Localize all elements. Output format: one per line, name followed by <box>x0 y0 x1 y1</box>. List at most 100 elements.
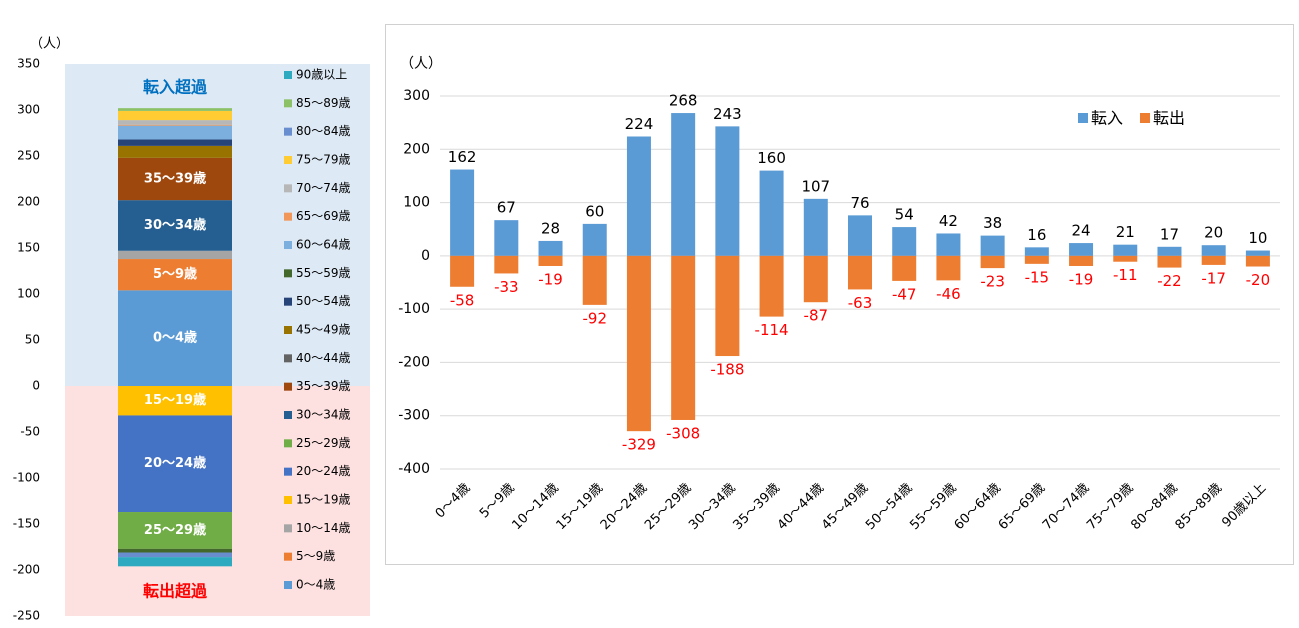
legend-label: 転出 <box>1153 109 1185 128</box>
legend-label: 35～39歳 <box>296 379 351 393</box>
legend-swatch <box>1140 113 1150 123</box>
value-label: 42 <box>939 212 958 230</box>
legend-swatch <box>284 467 292 476</box>
y-tick-label: 150 <box>17 241 40 255</box>
legend-swatch <box>284 411 292 419</box>
value-label: -47 <box>892 285 917 303</box>
value-label: -17 <box>1201 269 1226 287</box>
bar <box>715 126 740 256</box>
value-label: -15 <box>1025 268 1050 286</box>
legend-swatch <box>284 354 292 363</box>
value-label: -11 <box>1113 266 1138 284</box>
value-label: -20 <box>1246 271 1271 289</box>
legend-swatch <box>284 326 292 334</box>
y-tick-label: 50 <box>25 333 40 347</box>
value-label: -188 <box>710 361 744 379</box>
bar <box>582 255 607 305</box>
y-tick-label: 300 <box>17 103 40 117</box>
bar-segment <box>118 415 232 513</box>
value-label: 67 <box>497 199 516 217</box>
legend-swatch <box>284 212 292 221</box>
bar <box>759 255 784 317</box>
bar-segment <box>118 548 232 553</box>
legend-swatch <box>284 496 292 504</box>
value-label: 20 <box>1204 224 1223 242</box>
value-label: 10 <box>1248 229 1267 247</box>
legend-label: 5～9歳 <box>296 549 335 563</box>
bar <box>1069 243 1094 256</box>
bar <box>803 198 828 256</box>
bar-segment <box>118 110 232 121</box>
bar <box>626 255 651 432</box>
bar <box>892 227 917 256</box>
value-label: 21 <box>1116 223 1135 241</box>
y-tick-label: -300 <box>398 408 430 424</box>
value-label: 107 <box>801 177 830 195</box>
y-tick-label: -200 <box>398 354 430 370</box>
legend-swatch <box>284 127 292 136</box>
bar <box>1201 255 1226 265</box>
bar <box>848 255 872 290</box>
value-label: 24 <box>1072 222 1091 240</box>
legend-label: 65～69歳 <box>296 209 351 223</box>
legend-label: 70～74歳 <box>296 181 351 195</box>
bar <box>715 255 740 357</box>
y-axis-label: （人） <box>400 56 442 72</box>
bar-segment <box>118 145 232 158</box>
value-label: -58 <box>450 291 475 309</box>
bar-segment <box>118 125 232 140</box>
value-label: 243 <box>713 105 742 123</box>
bar-segment <box>118 552 232 558</box>
y-tick-label: 0 <box>32 379 40 393</box>
segment-label: 15～19歳 <box>144 392 206 408</box>
annotation: 転出超過 <box>143 582 208 601</box>
value-label: 76 <box>850 194 869 212</box>
value-label: -19 <box>538 270 563 288</box>
bar-segment <box>118 124 232 126</box>
bar <box>1245 255 1270 267</box>
y-tick-label: -100 <box>398 301 430 317</box>
value-label: 28 <box>541 219 560 237</box>
legend-label: 75～79歳 <box>296 153 351 167</box>
segment-label: 5～9歳 <box>153 266 197 282</box>
bar-segment <box>118 120 232 125</box>
legend-label: 10～14歳 <box>296 521 351 535</box>
value-label: 60 <box>585 202 604 220</box>
bar <box>450 169 475 256</box>
legend-swatch <box>284 581 292 589</box>
legend-swatch <box>284 439 292 448</box>
bar <box>936 255 961 281</box>
y-tick-label: -100 <box>13 471 40 485</box>
legend-label: 90歳以上 <box>296 68 347 82</box>
legend-swatch <box>1078 113 1088 123</box>
bar <box>1113 244 1138 256</box>
bar <box>671 255 696 420</box>
legend-label: 80～84歳 <box>296 124 351 138</box>
bar <box>1024 247 1049 256</box>
legend-swatch <box>284 156 292 164</box>
legend-label: 15～19歳 <box>296 493 351 507</box>
bar-segment <box>118 259 232 291</box>
y-tick-label: 200 <box>17 195 40 209</box>
value-label: 16 <box>1027 226 1046 244</box>
y-tick-label: -150 <box>13 517 40 531</box>
bar <box>848 215 872 256</box>
bar-segment <box>118 557 232 567</box>
bar-segment <box>118 386 232 416</box>
legend-label: 55～59歳 <box>296 266 351 280</box>
legend-label: 40～44歳 <box>296 351 351 365</box>
bar-segment <box>118 139 232 146</box>
y-tick-label: 100 <box>17 287 40 301</box>
bar <box>980 255 1005 269</box>
y-tick-label: -250 <box>13 609 40 623</box>
value-label: 160 <box>757 149 786 167</box>
value-label: -92 <box>582 309 607 327</box>
bar <box>803 255 828 303</box>
legend-label: 45～49歳 <box>296 323 351 337</box>
value-label: -63 <box>848 294 873 312</box>
legend-label: 0～4歳 <box>296 578 335 592</box>
value-label: 38 <box>983 214 1002 232</box>
value-label: -87 <box>804 307 829 325</box>
legend-swatch <box>284 524 292 533</box>
bar <box>1069 255 1094 266</box>
